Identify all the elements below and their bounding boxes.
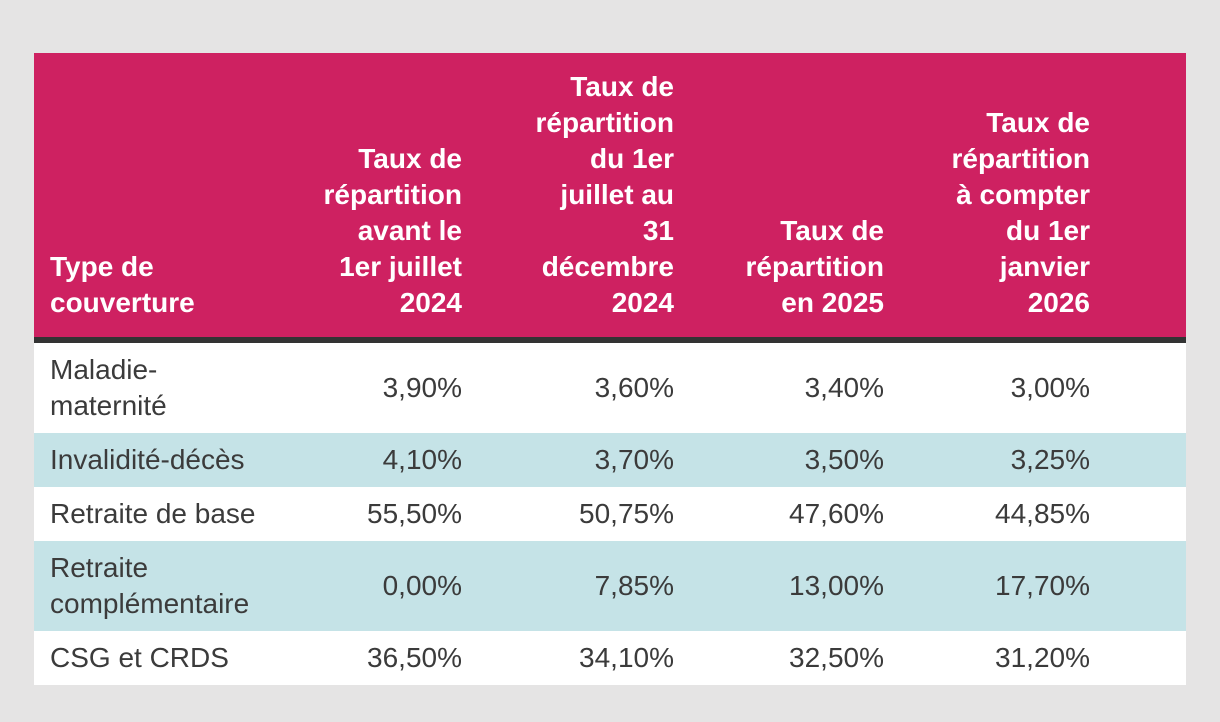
row-label: Invalidité-décès: [34, 433, 280, 487]
rate-cell: 34,10%: [478, 631, 690, 685]
rate-cell: 3,90%: [280, 340, 478, 433]
rate-cell: 17,70%: [900, 541, 1186, 631]
rate-cell: 3,70%: [478, 433, 690, 487]
column-header-taux-en-2025: Taux de répartition en 2025: [690, 53, 900, 343]
table-row-retraite-de-base: Retraite de base 55,50% 50,75% 47,60% 44…: [34, 487, 1186, 541]
column-header-taux-janvier-2026: Taux de répartition à compter du 1er jan…: [900, 53, 1186, 343]
rate-cell: 36,50%: [280, 631, 478, 685]
row-label: CSG et CRDS: [34, 631, 280, 685]
rate-cell: 0,00%: [280, 541, 478, 631]
table-row-invalidite-deces: Invalidité-décès 4,10% 3,70% 3,50% 3,25%: [34, 433, 1186, 487]
rate-cell: 13,00%: [690, 541, 900, 631]
rate-cell: 3,60%: [478, 340, 690, 433]
row-label: Retraite de base: [34, 487, 280, 541]
row-label: Retraite complémentaire: [34, 541, 280, 631]
rate-cell: 3,40%: [690, 340, 900, 433]
rate-cell: 44,85%: [900, 487, 1186, 541]
column-header-type-de-couverture: Type de couverture: [34, 53, 280, 343]
column-header-taux-juillet-decembre-2024: Taux de répartition du 1er juillet au 31…: [478, 53, 690, 343]
table-row-retraite-complementaire: Retraite complémentaire 0,00% 7,85% 13,0…: [34, 541, 1186, 631]
header-row: Type de couverture Taux de répartition a…: [34, 53, 1186, 343]
rate-cell: 3,00%: [900, 340, 1186, 433]
row-label: Maladie- maternité: [34, 340, 280, 433]
rate-cell: 32,50%: [690, 631, 900, 685]
contribution-rates-table: Type de couverture Taux de répartition a…: [34, 53, 1186, 685]
rate-cell: 3,25%: [900, 433, 1186, 487]
rate-cell: 50,75%: [478, 487, 690, 541]
rate-cell: 47,60%: [690, 487, 900, 541]
table-row-maladie-maternite: Maladie- maternité 3,90% 3,60% 3,40% 3,0…: [34, 340, 1186, 433]
rate-cell: 4,10%: [280, 433, 478, 487]
rate-cell: 55,50%: [280, 487, 478, 541]
rate-cell: 3,50%: [690, 433, 900, 487]
table-body: Maladie- maternité 3,90% 3,60% 3,40% 3,0…: [34, 340, 1186, 685]
rate-cell: 7,85%: [478, 541, 690, 631]
column-header-taux-avant-1er-juillet-2024: Taux de répartition avant le 1er juillet…: [280, 53, 478, 343]
table-header: Type de couverture Taux de répartition a…: [34, 53, 1186, 343]
table-row-csg-et-crds: CSG et CRDS 36,50% 34,10% 32,50% 31,20%: [34, 631, 1186, 685]
rate-cell: 31,20%: [900, 631, 1186, 685]
